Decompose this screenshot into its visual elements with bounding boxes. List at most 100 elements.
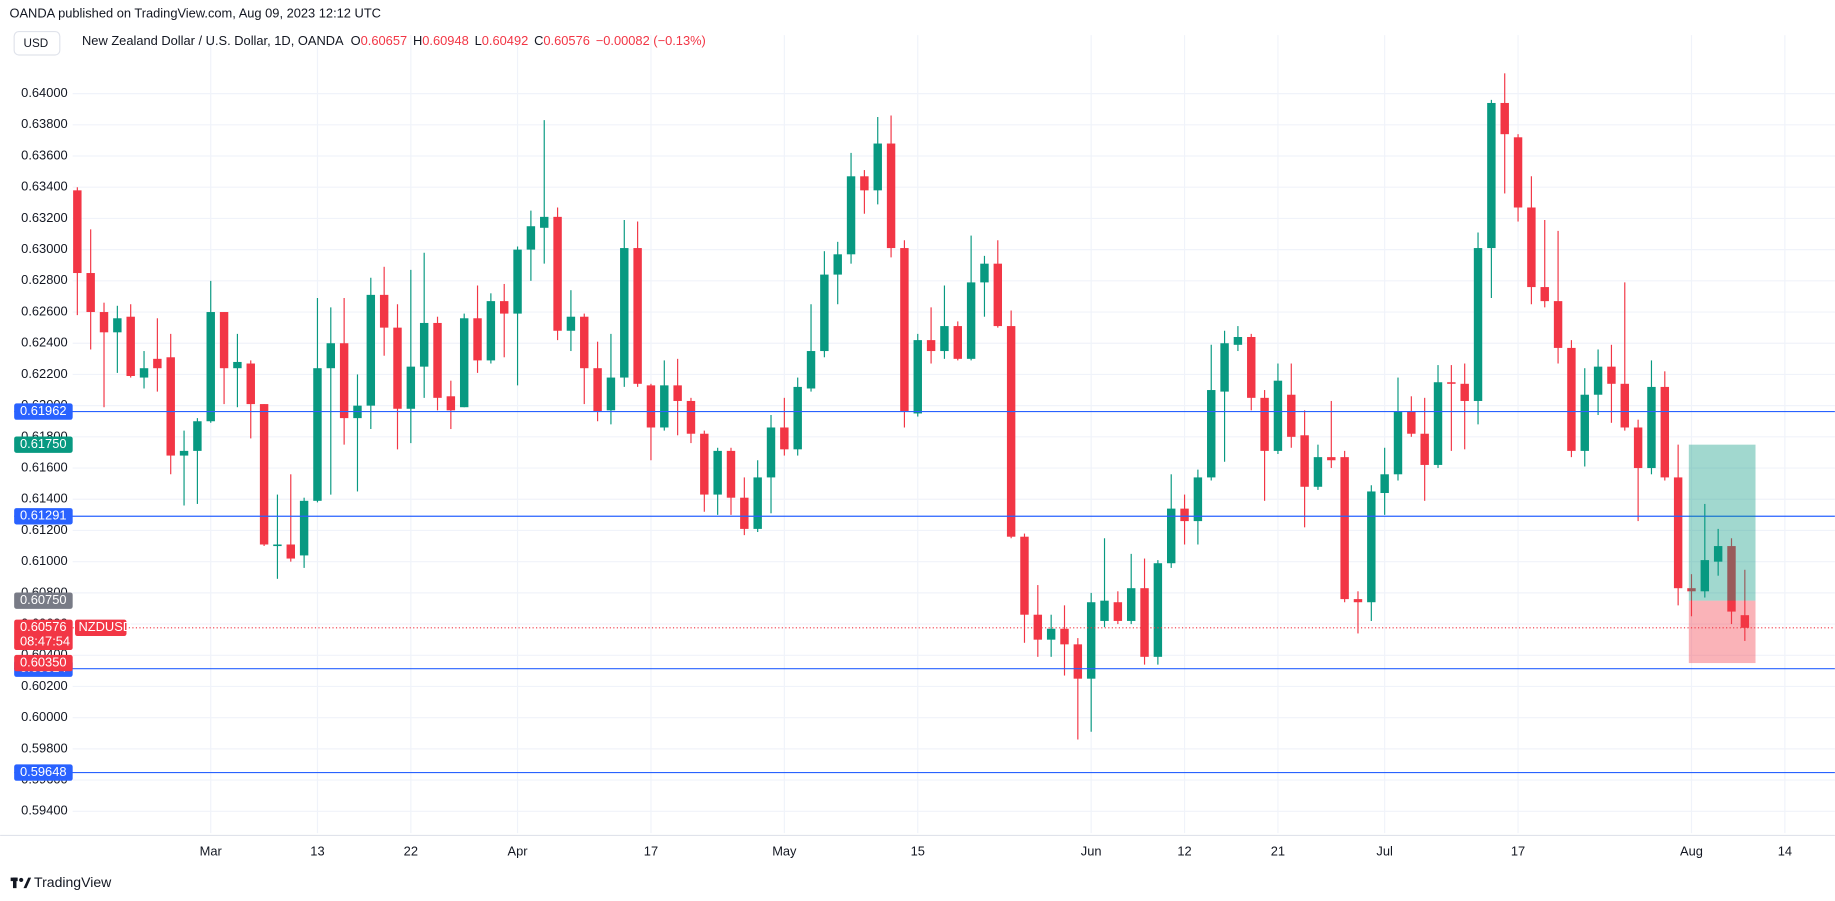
candle-body (1540, 287, 1549, 302)
candle-body (1287, 394, 1296, 437)
currency-label[interactable]: USD (24, 37, 49, 50)
candle-body (473, 318, 482, 361)
candle-body (1473, 248, 1483, 401)
candle-body (953, 326, 962, 359)
y-tick-label: 0.63000 (21, 241, 67, 256)
x-tick-label: 22 (404, 843, 418, 858)
hline-badge (14, 403, 73, 420)
candle-body (113, 318, 122, 333)
candle-body (646, 385, 656, 428)
candle-body (566, 316, 576, 331)
candle-body (833, 254, 842, 275)
candle-body (980, 263, 989, 283)
candle-body (1500, 102, 1509, 135)
candle-body (339, 343, 349, 419)
y-tick-label: 0.61600 (21, 459, 67, 474)
y-tick-label: 0.60000 (21, 709, 67, 724)
candle-body (433, 322, 442, 398)
logo-part (19, 877, 24, 883)
candle-body (606, 377, 616, 411)
x-tick-label: 12 (1177, 843, 1191, 858)
candle-body (660, 385, 669, 428)
candle-body (273, 544, 282, 547)
legend-key: C (534, 34, 543, 49)
y-tick-label: 0.63400 (21, 179, 67, 194)
candle-body (193, 421, 202, 451)
candle-body (1593, 366, 1603, 395)
entry-label: 0.60750 (20, 592, 66, 607)
candle-body (299, 500, 309, 556)
candle-body (419, 322, 429, 367)
candle-body (1100, 600, 1109, 621)
candle-body (1380, 474, 1389, 494)
x-tick-label: 13 (310, 843, 324, 858)
candle-body (1033, 614, 1043, 640)
candle-body (126, 316, 135, 377)
candle-body (780, 427, 789, 450)
legend-value: 0.60948 (422, 34, 468, 49)
candle-body (313, 368, 322, 501)
candle-body (1233, 336, 1243, 345)
candle-body (1633, 427, 1643, 469)
candle-body (1460, 383, 1469, 401)
candle-body (1167, 508, 1176, 564)
x-tick-label: 14 (1778, 843, 1792, 858)
candle-body (1647, 386, 1656, 469)
candle-body (726, 450, 736, 498)
candle-body (1060, 628, 1069, 645)
x-tick-label: 15 (911, 843, 925, 858)
x-tick-label: Mar (200, 843, 223, 858)
last-price-badge (14, 619, 73, 651)
candle-body (1553, 301, 1563, 348)
symbol-tag (75, 619, 127, 637)
candle-body (1567, 347, 1576, 451)
x-tick-label: 21 (1271, 843, 1285, 858)
candle-body (873, 143, 882, 191)
legend-value: 0.60492 (482, 34, 528, 49)
candle-body (1340, 457, 1349, 600)
stop-badge (14, 654, 73, 672)
candle-body (393, 327, 402, 409)
candle-body (1126, 588, 1136, 621)
hline-badge (14, 764, 73, 781)
candle-body (73, 190, 82, 274)
candle-body (1006, 326, 1016, 537)
candle-body (620, 248, 629, 378)
candle-body (1140, 588, 1149, 657)
candle-body (1327, 457, 1336, 461)
legend-key: L (475, 34, 482, 49)
candle-body (1420, 433, 1429, 465)
candle-body (1447, 382, 1456, 384)
candle-body (406, 366, 416, 409)
candle-body (593, 368, 602, 412)
candle-body (806, 351, 816, 389)
y-tick-label: 0.64000 (21, 85, 67, 100)
candle-body (1367, 491, 1376, 603)
hline-label: 0.61962 (20, 403, 66, 418)
countdown-label: 08:47:54 (20, 633, 70, 648)
candle-body (1513, 137, 1523, 208)
candle-body (486, 301, 496, 361)
mark-layer (73, 73, 1750, 740)
candle-body (326, 343, 336, 369)
candle-body (1260, 397, 1269, 451)
y-tick-label: 0.62800 (21, 272, 67, 287)
candle-body (86, 273, 95, 313)
brand-logo (10, 877, 32, 889)
candle-body (700, 433, 709, 495)
candle-body (366, 294, 376, 406)
y-tick-label: 0.63200 (21, 210, 67, 225)
candle-body (1073, 644, 1083, 679)
y-tick-label: 0.59400 (21, 803, 67, 818)
candle-body (1487, 102, 1496, 249)
candle-body (500, 301, 509, 314)
symbol-description: New Zealand Dollar / U.S. Dollar, 1D, OA… (82, 34, 344, 49)
y-tick-label: 0.60200 (21, 678, 67, 693)
currency-button[interactable] (13, 31, 61, 56)
candle-body (246, 363, 255, 405)
candle-body (1727, 546, 1736, 612)
y-tick-label: 0.61200 (21, 522, 67, 537)
candle-body (513, 249, 522, 314)
candle-body (1700, 560, 1710, 592)
candle-body (860, 176, 869, 191)
